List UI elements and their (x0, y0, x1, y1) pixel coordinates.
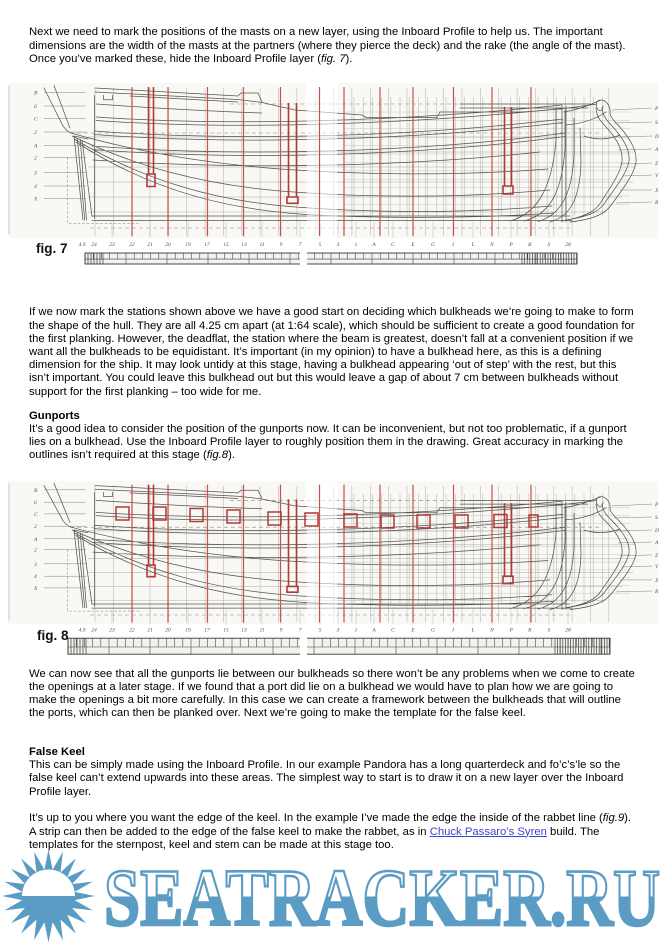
svg-text:SEATRACKER.RU: SEATRACKER.RU (104, 852, 660, 943)
svg-text:L: L (470, 242, 474, 248)
svg-text:fig. 7: fig. 7 (36, 241, 68, 256)
svg-text:11: 11 (259, 628, 264, 634)
svg-text:A: A (33, 537, 38, 543)
svg-text:I: I (451, 242, 455, 248)
svg-text:7: 7 (299, 628, 302, 634)
svg-text:S: S (655, 120, 658, 126)
svg-text:3: 3 (33, 562, 37, 568)
svg-text:SEATRACKER.RU: SEATRACKER.RU (104, 852, 660, 943)
svg-text:A: A (654, 540, 659, 546)
svg-text:22: 22 (129, 628, 135, 634)
svg-text:G: G (431, 628, 435, 634)
svg-text:17: 17 (204, 242, 210, 248)
svg-text:X: X (654, 578, 659, 584)
svg-text:L: L (470, 628, 474, 634)
svg-text:B: B (34, 91, 38, 97)
svg-text:B: B (34, 488, 38, 494)
svg-text:24: 24 (91, 627, 97, 634)
svg-text:E: E (410, 242, 415, 248)
svg-text:1: 1 (355, 242, 358, 248)
svg-text:X: X (33, 197, 38, 203)
svg-text:D: D (654, 134, 659, 140)
svg-text:A: A (654, 147, 659, 153)
svg-text:P: P (654, 106, 659, 112)
svg-text:23: 23 (109, 242, 115, 248)
svg-text:13: 13 (241, 628, 247, 634)
svg-text:A: A (371, 242, 376, 248)
svg-text:21: 21 (147, 242, 153, 248)
svg-text:C: C (34, 512, 38, 518)
svg-text:P: P (654, 502, 659, 508)
svg-text:9: 9 (280, 628, 283, 634)
svg-text:K: K (527, 628, 532, 634)
svg-text:3: 3 (33, 171, 37, 177)
svg-text:4: 4 (34, 183, 37, 190)
svg-text:24: 24 (91, 241, 97, 248)
svg-text:S: S (655, 515, 658, 521)
svg-text:4.9: 4.9 (79, 627, 86, 634)
svg-text:N: N (489, 242, 494, 248)
svg-text:23: 23 (109, 628, 115, 634)
svg-text:R: R (654, 589, 659, 595)
svg-text:17: 17 (204, 628, 210, 634)
svg-text:4: 4 (34, 573, 37, 580)
svg-text:Z: Z (655, 553, 659, 559)
svg-text:C: C (34, 117, 38, 123)
svg-text:P: P (508, 628, 513, 634)
svg-text:R: R (654, 200, 659, 206)
svg-text:E: E (410, 628, 415, 634)
svg-text:N: N (489, 628, 494, 634)
svg-text:28: 28 (565, 628, 571, 634)
svg-text:D: D (654, 528, 659, 534)
svg-text:V: V (655, 564, 659, 570)
svg-text:5: 5 (319, 628, 322, 634)
svg-text:G: G (431, 242, 435, 248)
svg-text:3: 3 (336, 242, 340, 248)
svg-text:2: 2 (34, 155, 37, 161)
svg-text:fig. 8: fig. 8 (37, 628, 69, 643)
svg-text:22: 22 (129, 242, 135, 248)
svg-text:2: 2 (34, 130, 37, 136)
svg-text:15: 15 (223, 628, 229, 634)
svg-text:15: 15 (223, 242, 229, 248)
svg-text:11: 11 (259, 242, 264, 248)
svg-text:Z: Z (655, 161, 659, 167)
svg-text:21: 21 (147, 628, 153, 634)
svg-text:S: S (548, 628, 551, 634)
svg-text:A: A (371, 628, 376, 634)
svg-text:4.9: 4.9 (79, 241, 86, 248)
svg-text:6: 6 (34, 104, 37, 110)
svg-text:C: C (391, 628, 395, 634)
svg-text:S: S (548, 242, 551, 248)
svg-text:X: X (33, 586, 38, 592)
svg-text:7: 7 (299, 242, 302, 248)
svg-text:P: P (508, 242, 513, 248)
svg-text:A: A (33, 144, 38, 150)
svg-text:3: 3 (336, 628, 340, 634)
svg-text:I: I (451, 628, 455, 634)
svg-text:1: 1 (355, 628, 358, 634)
svg-text:K: K (527, 242, 532, 248)
svg-text:19: 19 (185, 628, 191, 634)
svg-text:20: 20 (165, 242, 171, 248)
svg-text:19: 19 (185, 242, 191, 248)
svg-text:9: 9 (280, 242, 283, 248)
svg-text:28: 28 (565, 242, 571, 248)
svg-text:2: 2 (34, 548, 37, 554)
svg-text:2: 2 (34, 524, 37, 530)
svg-text:13: 13 (241, 242, 247, 248)
svg-text:6: 6 (34, 500, 37, 506)
svg-text:20: 20 (165, 628, 171, 634)
svg-text:5: 5 (319, 242, 322, 248)
svg-text:V: V (655, 173, 659, 179)
svg-text:C: C (391, 242, 395, 248)
svg-text:X: X (654, 188, 659, 194)
